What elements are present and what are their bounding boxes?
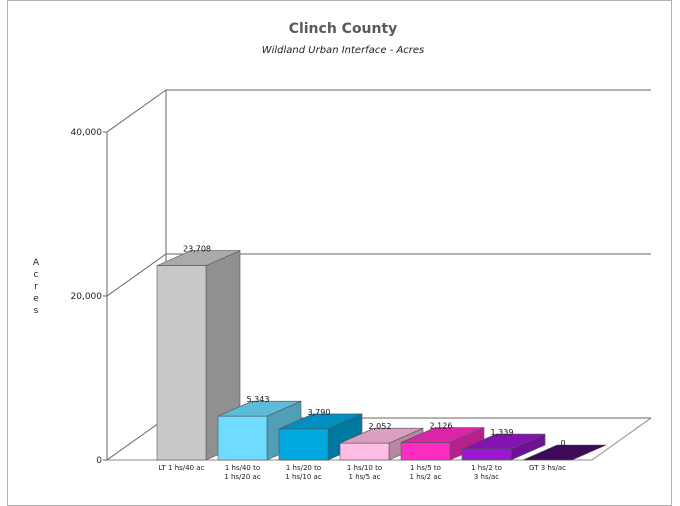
data-label: 2,126 [430,422,453,431]
x-tick-label: GT 3 hs/ac [529,464,566,472]
bar [461,433,546,461]
data-label: 3,790 [308,408,331,417]
x-tick-label: LT 1 hs/40 ac [159,464,205,472]
chart-title: Clinch County [289,21,398,37]
data-label: 0 [560,439,565,448]
bar [156,250,241,461]
data-label: 1,339 [491,428,514,437]
x-tick-label: 1 hs/5 to 1 hs/2 ac [410,464,442,481]
labels: 23,708 LT 1 hs/40 ac 5,343 1 hs/40 to 1 hs/2… [159,245,567,481]
x-tick-label: 1 hs/2 to 3 hs/ac [471,464,502,481]
bar [400,427,485,461]
data-label: 5,343 [247,395,270,404]
bars [156,250,607,461]
x-tick-label: 1 hs/10 to 1 hs/5 ac [347,464,382,481]
x-tick-label: 1 hs/40 to 1 hs/20 ac [224,464,261,481]
data-label: 23,708 [183,245,211,254]
chart-subtitle: Wildland Urban Interface - Acres [262,45,425,56]
y-tick-label: 20,000 [71,292,103,302]
bar [522,444,607,461]
y-tick-label: 40,000 [71,128,103,138]
data-label: 2,052 [369,422,392,431]
y-tick-label: 0 [96,456,102,466]
x-tick-label: 1 hs/20 to 1 hs/10 ac [285,464,322,481]
